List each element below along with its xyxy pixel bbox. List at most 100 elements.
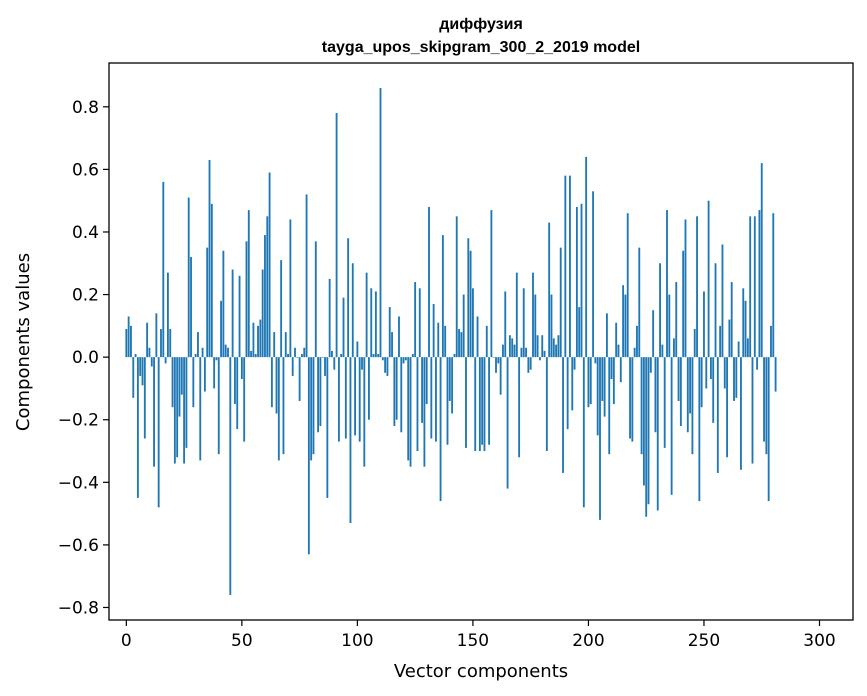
bar [541,335,544,358]
bar [465,357,467,448]
bar [522,288,525,358]
bar [562,357,564,473]
bar [178,357,181,417]
bar [185,357,188,448]
bar [356,341,359,358]
bar [601,357,604,401]
bar [374,291,377,358]
bar [575,206,578,358]
bar [536,335,539,358]
bar [215,357,218,361]
bar [430,357,433,439]
bar [543,350,546,358]
bar [617,344,620,358]
bar [504,291,507,358]
bar [712,357,715,423]
bar [421,357,424,423]
y-tick-label: 0.4 [72,223,99,243]
bar [307,357,310,555]
bar [629,357,631,439]
bar [589,357,592,405]
bar [183,357,186,464]
bar [229,357,232,595]
bar [268,172,271,358]
bar [143,357,146,439]
bar [693,328,696,358]
bar [402,357,405,364]
bar [557,335,560,358]
bar [495,357,497,373]
bar [192,357,195,408]
bar [599,357,601,520]
bar [203,357,206,392]
bar [742,288,745,358]
bar [130,325,132,358]
bar [469,250,472,358]
bar [180,357,183,395]
bar [728,319,731,358]
bar [649,357,652,373]
bar [488,357,491,445]
bar [227,347,229,358]
bar [691,357,694,455]
bar [333,357,336,370]
bar [525,347,527,358]
bar [342,297,345,358]
bar [404,357,407,361]
bar [153,357,155,467]
bar [569,175,571,358]
bar [515,272,518,358]
bar [337,357,340,442]
bar [287,354,289,358]
bar [552,338,555,358]
bar [386,357,389,376]
bar [659,263,661,358]
bar [294,347,296,358]
bar [370,288,373,358]
bar [596,357,599,436]
bar [647,357,650,505]
bar [347,238,350,358]
x-tick-label: 50 [231,631,253,651]
bar [580,203,583,358]
bar [677,357,680,401]
bar [513,344,516,358]
bar [548,222,551,358]
bar [435,357,437,442]
bar [224,344,227,358]
bar [686,357,689,433]
bar [139,357,142,376]
bar [388,307,391,358]
bar [414,282,417,358]
bar [467,238,470,358]
chart-subtitle: tayga_upos_skipgram_300_2_2019 model [322,39,640,56]
bar [150,357,153,367]
bar [259,319,262,358]
bar [700,357,703,408]
bar [331,350,333,358]
bar [358,357,361,442]
bar [289,219,292,358]
bars-group [125,88,777,595]
bar [476,316,479,358]
bar [733,357,735,401]
y-tick-label: 0.8 [72,98,99,118]
bar [707,200,710,358]
bar [705,357,708,389]
bar [555,344,558,358]
bar [654,357,657,433]
bar [240,357,243,380]
bar [511,338,514,358]
bar [640,357,643,455]
y-tick-label: 0.2 [72,286,99,306]
bar [446,357,449,445]
bar [296,357,299,358]
bar [301,354,303,358]
bar [157,357,160,508]
bar [254,354,257,358]
bar [407,357,410,461]
bar [194,354,197,358]
bar [518,357,521,458]
bar [303,347,306,358]
bar [155,313,158,358]
